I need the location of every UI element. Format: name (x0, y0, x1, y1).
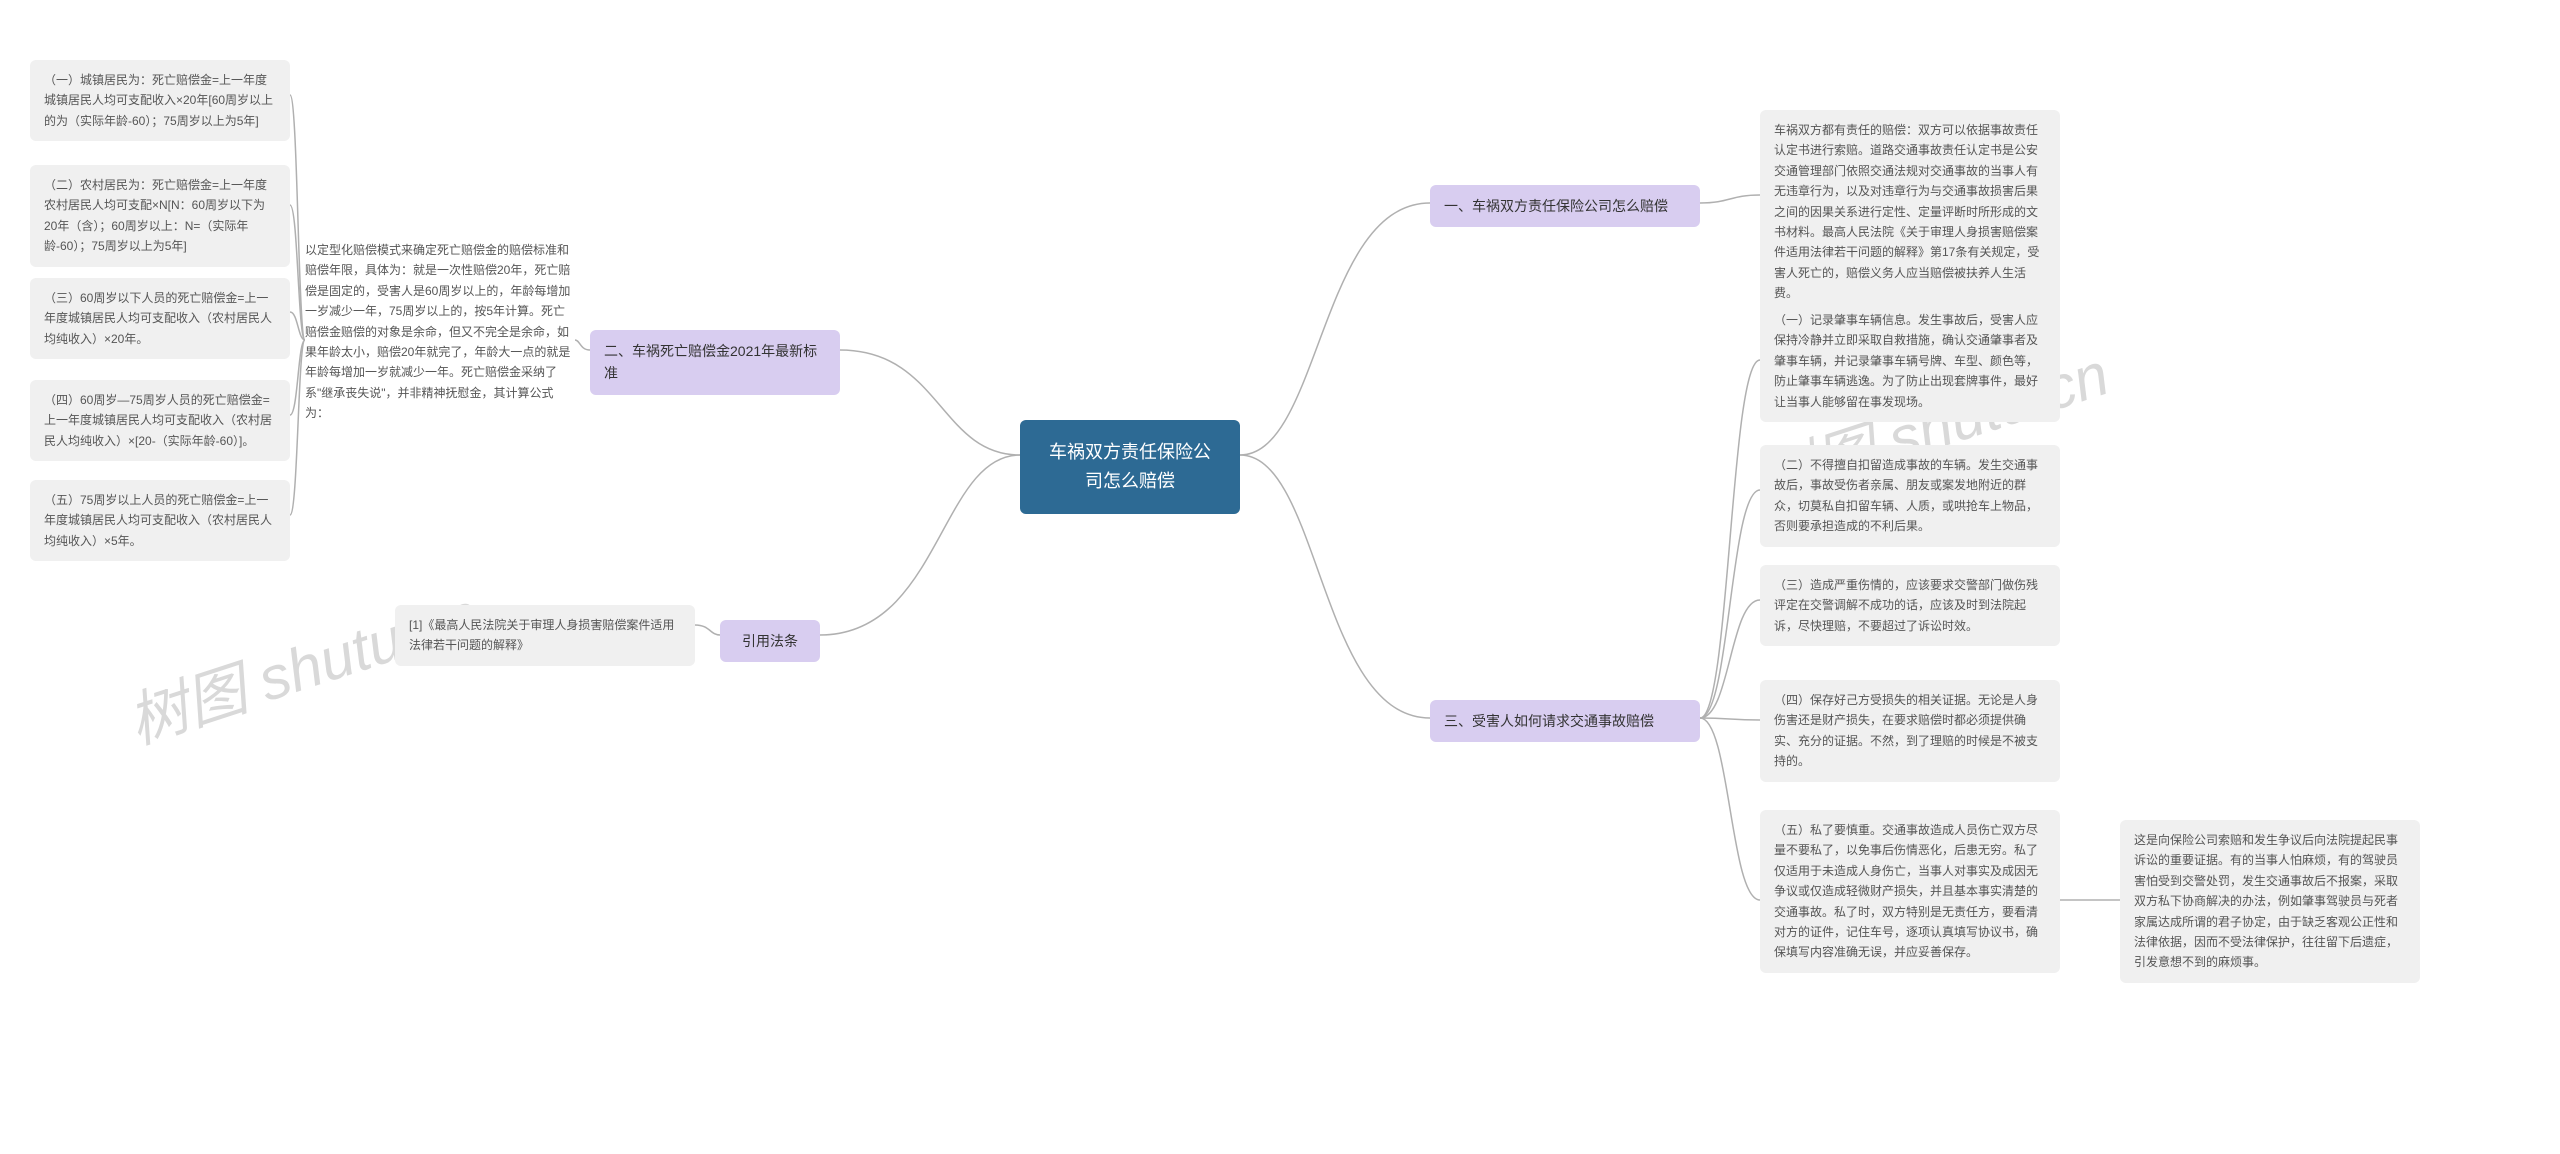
branch-3-child-2: （二）不得擅自扣留造成事故的车辆。发生交通事故后，事故受伤者亲属、朋友或案发地附… (1760, 445, 2060, 547)
branch-3-child-4: （四）保存好己方受损失的相关证据。无论是人身伤害还是财产损失，在要求赔偿时都必须… (1760, 680, 2060, 782)
branch-2-child-2: （二）农村居民为：死亡赔偿金=上一年度农村居民人均可支配×N[N：60周岁以下为… (30, 165, 290, 267)
branch-2-child-1: （一）城镇居民为：死亡赔偿金=上一年度城镇居民人均可支配收入×20年[60周岁以… (30, 60, 290, 141)
branch-3-child-3: （三）造成严重伤情的，应该要求交警部门做伤残评定在交警调解不成功的话，应该及时到… (1760, 565, 2060, 646)
branch-2-child-5: （五）75周岁以上人员的死亡赔偿金=上一年度城镇居民人均可支配收入（农村居民人均… (30, 480, 290, 561)
root-node[interactable]: 车祸双方责任保险公司怎么赔偿 (1020, 420, 1240, 514)
branch-4-child-1: [1]《最高人民法院关于审理人身损害赔偿案件适用法律若干问题的解释》 (395, 605, 695, 666)
branch-3-child-5-sub: 这是向保险公司索赔和发生争议后向法院提起民事诉讼的重要证据。有的当事人怕麻烦，有… (2120, 820, 2420, 983)
branch-3-child-5: （五）私了要慎重。交通事故造成人员伤亡双方尽量不要私了，以免事后伤情恶化，后患无… (1760, 810, 2060, 973)
branch-1-desc: 车祸双方都有责任的赔偿：双方可以依据事故责任认定书进行索赔。道路交通事故责任认定… (1760, 110, 2060, 314)
branch-2[interactable]: 二、车祸死亡赔偿金2021年最新标准 (590, 330, 840, 395)
branch-1[interactable]: 一、车祸双方责任保险公司怎么赔偿 (1430, 185, 1700, 227)
branch-2-desc: 以定型化赔偿模式来确定死亡赔偿金的赔偿标准和赔偿年限，具体为：就是一次性赔偿20… (305, 240, 575, 424)
branch-3-child-1: （一）记录肇事车辆信息。发生事故后，受害人应保持冷静并立即采取自救措施，确认交通… (1760, 300, 2060, 422)
branch-4[interactable]: 引用法条 (720, 620, 820, 662)
branch-2-child-4: （四）60周岁—75周岁人员的死亡赔偿金=上一年度城镇居民人均可支配收入（农村居… (30, 380, 290, 461)
branch-3[interactable]: 三、受害人如何请求交通事故赔偿 (1430, 700, 1700, 742)
branch-2-child-3: （三）60周岁以下人员的死亡赔偿金=上一年度城镇居民人均可支配收入（农村居民人均… (30, 278, 290, 359)
